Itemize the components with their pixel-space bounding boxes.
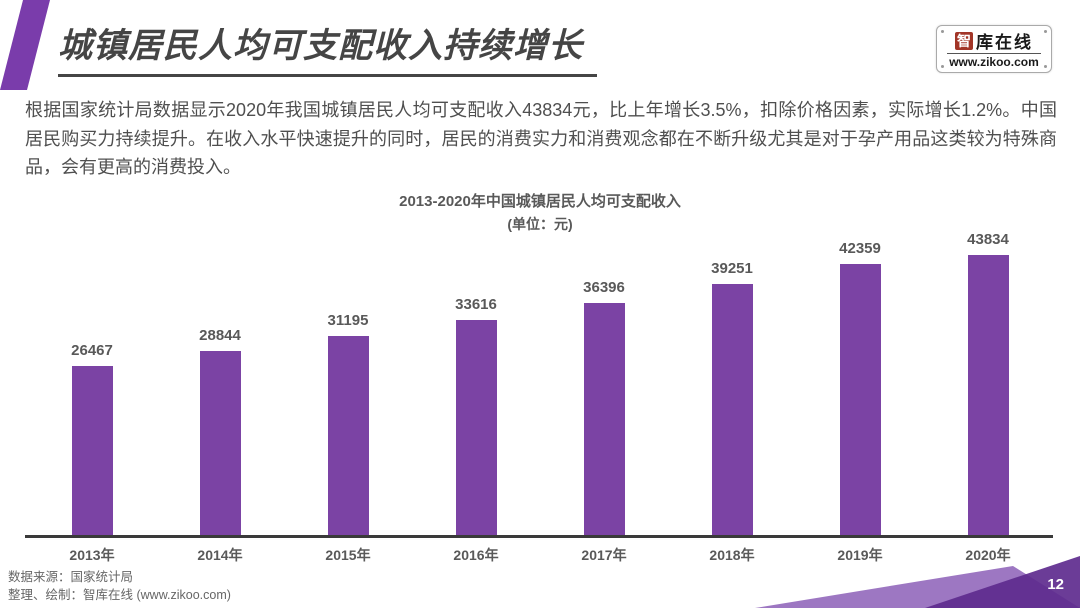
bar-value-label: 42359: [839, 240, 881, 257]
logo-name: 库在线: [976, 33, 1033, 52]
x-axis-label: 2018年: [709, 547, 755, 563]
bar-value-label: 31195: [327, 312, 369, 329]
logo-corner-dot: [1044, 30, 1047, 33]
source-line-2: 整理、绘制：智库在线 (www.zikoo.com): [8, 588, 231, 602]
logo-url: www.zikoo.com: [947, 53, 1041, 70]
bar-value-label: 39251: [711, 260, 753, 277]
bar-2013年: [71, 366, 113, 535]
logo-corner-dot: [941, 30, 944, 33]
bar-2014年: [199, 351, 241, 535]
bar-2015年: [327, 336, 369, 535]
bar-2019年: [839, 264, 881, 535]
chart-subtitle: (单位：元): [507, 216, 573, 232]
logo-symbol-icon: 智: [955, 31, 973, 50]
x-axis-label: 2014年: [197, 547, 243, 563]
x-axis-label: 2019年: [837, 547, 883, 563]
x-axis-label: 2016年: [453, 547, 499, 563]
source-line-1: 数据来源：国家统计局: [8, 570, 134, 584]
bar-2017年: [583, 303, 625, 535]
zikoo-logo: 智 库在线 www.zikoo.com: [936, 25, 1052, 73]
bar-value-label: 26467: [71, 342, 113, 359]
logo-corner-dot: [1044, 65, 1047, 68]
page-number: 12: [1047, 576, 1064, 593]
intro-paragraph: 根据国家统计局数据显示2020年我国城镇居民人均可支配收入43834元，比上年增…: [25, 100, 1057, 177]
page-title: 城镇居民人均可支配收入持续增长: [58, 18, 597, 77]
bar-2016年: [455, 320, 497, 535]
logo-corner-dot: [941, 65, 944, 68]
x-axis-line: [25, 535, 1053, 538]
x-axis-label: 2017年: [581, 547, 627, 563]
bar-value-label: 28844: [199, 327, 241, 344]
x-axis-label: 2020年: [965, 547, 1011, 563]
x-axis-label: 2013年: [69, 547, 115, 563]
bar-value-label: 36396: [583, 279, 625, 296]
logo-name-row: 智 库在线: [937, 28, 1051, 53]
chart-title: 2013-2020年中国城镇居民人均可支配收入: [399, 193, 681, 210]
x-axis-label: 2015年: [325, 547, 371, 563]
bar-value-label: 33616: [455, 296, 497, 313]
bar-2018年: [711, 284, 753, 535]
bar-value-label: 43834: [967, 231, 1009, 248]
bar-2020年: [967, 255, 1009, 535]
